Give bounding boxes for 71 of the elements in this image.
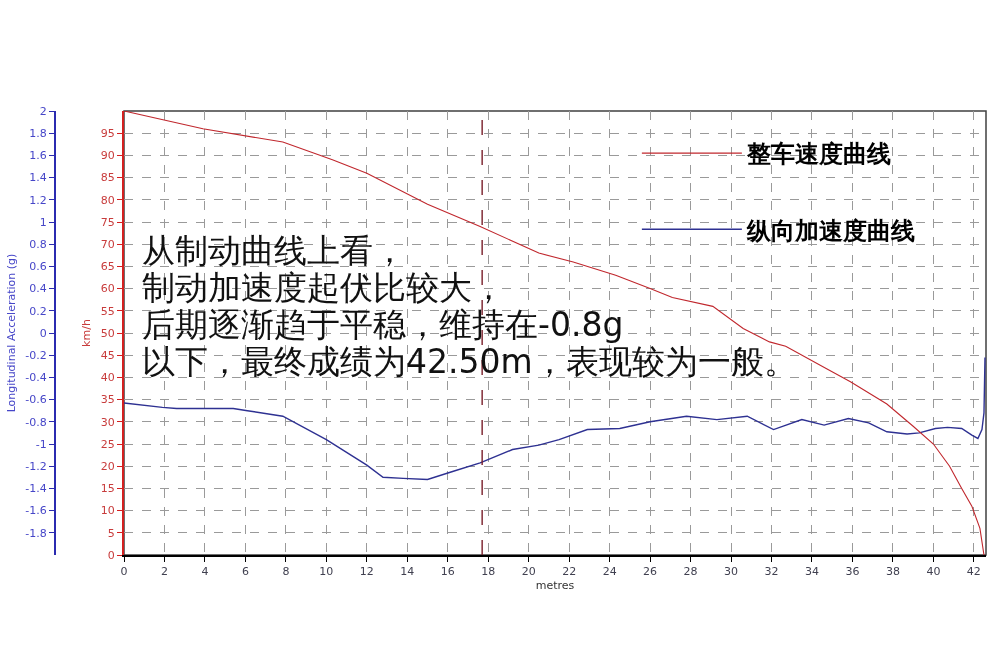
y2-tick-label: 20 [100, 460, 115, 474]
y2-tick-label: 55 [100, 304, 115, 318]
x-tick-label: 8 [282, 565, 290, 579]
y-tick-label: -0.4 [25, 371, 47, 385]
y2-axis-title: km/h [79, 319, 93, 347]
x-tick-label: 22 [562, 565, 577, 579]
x-tick-label: 18 [481, 565, 496, 579]
y-tick-label: -0.2 [25, 349, 47, 363]
y2-tick-label: 10 [100, 504, 115, 518]
x-tick-label: 12 [359, 565, 374, 579]
y2-tick-label: 0 [107, 548, 115, 562]
y2-tick-label: 35 [100, 393, 115, 407]
y2-tick-label: 60 [100, 282, 115, 296]
y-tick-label: 0.2 [29, 304, 47, 318]
x-tick-label: 10 [319, 565, 334, 579]
y2-tick-label: 90 [100, 149, 115, 163]
legend-label: 纵向加速度曲线 [745, 216, 915, 245]
annotation: 以下，最终成绩为42.50m，表现较为一般。 [142, 342, 797, 381]
y-tick-label: 1 [39, 215, 47, 229]
y2-tick-label: 5 [107, 526, 115, 540]
x-tick-label: 20 [521, 565, 536, 579]
x-tick-label: 30 [724, 565, 739, 579]
annotation: 从制动曲线上看， [142, 231, 406, 270]
x-tick-label: 14 [400, 565, 415, 579]
y-tick-label: -1.8 [25, 526, 47, 540]
y2-tick-label: 40 [100, 371, 115, 385]
x-tick-label: 28 [683, 565, 698, 579]
x-tick-label: 4 [201, 565, 209, 579]
y2-tick-label: 80 [100, 193, 115, 207]
annotation: 制动加速度起伏比较大， [142, 268, 505, 307]
x-tick-label: 0 [120, 565, 128, 579]
x-axis-title: metres [535, 578, 575, 592]
y-axis-title: Longitudinal Acceleration (g) [5, 253, 19, 413]
y-tick-label: 1.6 [29, 149, 47, 163]
y-tick-label: 1.4 [29, 171, 47, 185]
y-tick-label: -1.2 [25, 460, 47, 474]
y-tick-label: 0.4 [29, 282, 47, 296]
y-tick-label: 0.8 [29, 238, 47, 252]
x-tick-label: 34 [804, 565, 819, 579]
x-tick-label: 32 [764, 565, 779, 579]
y2-tick-label: 95 [100, 127, 115, 141]
y-tick-label: -0.6 [25, 393, 47, 407]
y2-tick-label: 75 [100, 215, 115, 229]
x-tick-label: 6 [241, 565, 249, 579]
y-tick-label: -1.4 [25, 482, 47, 496]
x-tick-label: 24 [602, 565, 617, 579]
y-tick-label: 1.8 [29, 127, 47, 141]
y-tick-label: 0 [39, 326, 47, 340]
x-tick-label: 2 [160, 565, 168, 579]
y2-tick-label: 70 [100, 238, 115, 252]
legend-label: 整车速度曲线 [745, 140, 891, 169]
y2-tick-label: 25 [100, 437, 115, 451]
y2-tick-label: 85 [100, 171, 115, 185]
y-tick-label: 0.6 [29, 260, 47, 274]
x-tick-label: 36 [845, 565, 860, 579]
y-tick-label: -0.8 [25, 415, 47, 429]
y-tick-label: -1.6 [25, 504, 47, 518]
annotation: 后期逐渐趋于平稳，维持在-0.8g [142, 305, 624, 344]
y2-tick-label: 65 [100, 260, 115, 274]
y2-tick-label: 45 [100, 349, 115, 363]
y-tick-label: -1 [35, 437, 47, 451]
x-tick-label: 40 [926, 565, 941, 579]
x-tick-label: 42 [966, 565, 981, 579]
x-tick-label: 16 [440, 565, 455, 579]
y-tick-label: 2 [39, 104, 47, 118]
y2-tick-label: 30 [100, 415, 115, 429]
x-tick-label: 38 [885, 565, 900, 579]
y-tick-label: 1.2 [29, 193, 47, 207]
x-tick-label: 26 [643, 565, 658, 579]
y2-tick-label: 15 [100, 482, 115, 496]
y2-tick-label: 50 [100, 326, 115, 340]
